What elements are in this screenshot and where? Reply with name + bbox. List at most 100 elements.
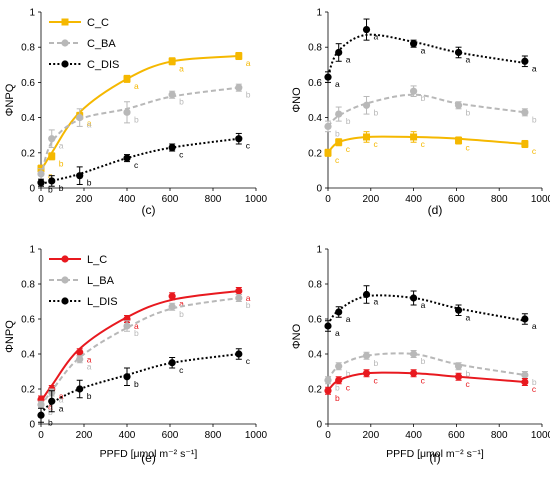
data-point [76, 172, 84, 180]
x-tick-label: 800 [491, 194, 508, 205]
y-tick-label: 0.4 [21, 113, 35, 124]
panel-e: 0 0.2 0.4 0.6 0.8 1 0 200 400 600 800 1000 ΦNPQ PPFD … [4, 245, 268, 466]
y-tick-label: 0.6 [308, 315, 322, 326]
significance-label: b [87, 178, 92, 188]
panel-d: 00.20.40.60.8102004006008001000ΦNO(d)aaa… [291, 8, 550, 218]
significance-label: b [335, 393, 340, 403]
legend: L_C L_BA L_DIS [49, 254, 118, 308]
x-tick-label: 0 [38, 430, 44, 441]
data-point [235, 294, 243, 302]
data-point [410, 294, 418, 302]
data-point [168, 359, 176, 367]
y-tick-label: 0 [316, 420, 322, 431]
x-tick-label: 1000 [531, 194, 550, 205]
data-point [48, 152, 56, 160]
panel-label: (e) [141, 451, 156, 465]
data-point [335, 362, 343, 370]
significance-label: b [421, 93, 426, 103]
x-tick-label: 1000 [531, 430, 550, 441]
significance-label: c [532, 146, 537, 156]
legend-entry: L_C [87, 254, 107, 266]
y-tick-label: 0 [29, 184, 35, 195]
data-point [324, 122, 332, 130]
data-point [37, 170, 45, 178]
significance-label: b [246, 90, 251, 100]
significance-label: b [346, 368, 351, 378]
x-tick-label: 200 [76, 430, 93, 441]
data-point [335, 138, 343, 146]
data-point [37, 179, 45, 187]
x-tick-label: 400 [405, 194, 422, 205]
significance-label: a [346, 314, 351, 324]
panel-label: (d) [428, 203, 443, 217]
significance-label: c [246, 141, 251, 151]
x-axis-label: PPFD [μmol m⁻² s⁻¹] [386, 448, 484, 460]
y-tick-label: 1 [316, 8, 322, 19]
y-axis-label: ΦNPQ [4, 83, 16, 116]
y-tick-label: 0 [29, 420, 35, 431]
y-tick-label: 1 [316, 245, 322, 256]
x-tick-label: 1000 [245, 430, 268, 441]
series-line [327, 135, 525, 154]
series-2: ccc c c c [324, 131, 537, 165]
data-point [37, 401, 45, 409]
data-point [235, 135, 243, 143]
significance-label: b [134, 114, 139, 124]
data-point [363, 133, 371, 141]
x-tick-label: 800 [205, 430, 222, 441]
significance-label: b [59, 158, 64, 168]
y-tick-label: 0.2 [308, 385, 322, 396]
data-point [168, 303, 176, 311]
significance-label: b [48, 417, 53, 427]
y-tick-label: 0.6 [308, 78, 322, 89]
significance-label: c [246, 356, 251, 366]
x-tick-label: 400 [119, 430, 136, 441]
y-tick-label: 0.8 [21, 280, 35, 291]
data-point [362, 26, 371, 34]
data-point [521, 140, 529, 148]
data-point [76, 355, 84, 363]
significance-label: b [346, 116, 351, 126]
significance-label: c [421, 375, 426, 385]
x-tick-label: 600 [448, 194, 465, 205]
series-line [40, 55, 239, 171]
significance-label: a [134, 321, 139, 331]
significance-label: b [134, 328, 139, 338]
y-tick-label: 0.2 [21, 148, 35, 159]
significance-label: c [179, 150, 184, 160]
data-point [168, 143, 176, 152]
data-point [454, 48, 463, 57]
significance-label: a [59, 141, 64, 151]
significance-label: b [374, 358, 379, 368]
significance-label: b [87, 391, 92, 401]
significance-label: a [179, 63, 184, 73]
data-point [168, 57, 176, 65]
significance-label: c [466, 379, 471, 389]
x-tick-label: 0 [38, 194, 44, 205]
legend-marker [61, 276, 69, 284]
x-tick-label: 0 [325, 194, 331, 205]
panel-label: (f) [429, 451, 440, 465]
x-tick-label: 600 [162, 194, 179, 205]
legend-marker [61, 18, 69, 26]
data-point [362, 101, 371, 109]
significance-label: b [532, 114, 537, 124]
data-point [123, 154, 131, 162]
significance-label: c [179, 365, 184, 375]
series-line [40, 297, 239, 408]
data-point [123, 75, 131, 83]
series-line [327, 352, 526, 381]
data-point [235, 350, 243, 358]
data-point [410, 369, 418, 377]
y-tick-label: 0.4 [21, 350, 35, 361]
significance-label: c [374, 375, 379, 385]
x-tick-label: 800 [491, 430, 508, 441]
series-line [40, 353, 239, 415]
significance-label: c [346, 382, 351, 392]
